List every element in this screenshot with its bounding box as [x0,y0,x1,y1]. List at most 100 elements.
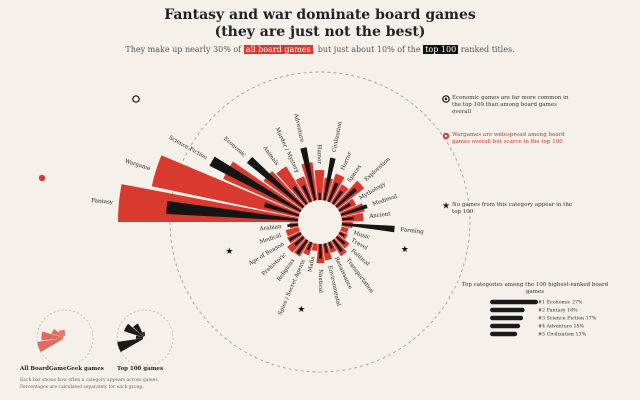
annotation-economic: Economic games are far more common in th… [452,95,569,115]
bar-top-adventure [300,147,317,201]
label-fantasy: Fantasy [91,198,114,206]
ranked-label-fantasy: #2 Fantasy 18% [538,308,578,314]
wargame-marker-dot-icon [444,134,448,138]
mini-top-wedge [117,338,144,352]
ranked-label-science-fiction: #3 Science Fiction 17% [538,316,597,322]
label-medieval: Medieval [372,194,398,208]
bar-top-environmental [323,243,329,254]
subtitle-post: ranked titles. [460,45,515,54]
bar-top-mythology [338,202,352,212]
bar-top-spies-secret-agents [306,241,313,251]
label-arabian: Arabian [258,224,282,233]
chart-subtitle: They make up nearly 30% of all board gam… [0,45,640,54]
mini-top-ring [116,309,174,367]
chart-title-line2: (they are just not the best) [214,24,426,40]
bar-top-exploration [335,187,357,208]
star-icon-mafia: ★ [297,305,305,315]
bar-all-wargame [151,155,300,218]
label-economic: Economic [222,136,246,159]
ranked-bar-fantasy [490,307,525,313]
bar-top-nautical [318,243,322,259]
bar-top-farming [341,223,395,233]
subtitle-mid: , but just about 10% of the [312,45,421,54]
wargame-inline-marker-icon [38,174,46,182]
label-mafia: Mafia [307,255,316,272]
annotation-star: No games from this category appear in th… [452,202,573,215]
bar-all-medical [285,227,300,237]
bar-all-mafia [311,243,318,252]
footnote-2: Percentages are calculated separately fo… [20,385,144,390]
mini-all-ring [36,309,94,367]
ranked-bar-adventure [490,323,521,329]
bar-top-arabian [287,223,299,228]
bar-top-economic [246,156,305,209]
bar-top-humor [318,192,321,201]
bar-top-prehistoric [294,236,305,247]
bar-top-spaces [331,190,344,205]
footnote-1: Each bar shows how often a category appe… [20,378,160,383]
label-music: Music [353,230,371,241]
label-farming: Farming [400,227,424,235]
bar-all-fantasy [118,184,299,222]
ranked-title: Top categories among the 100 highest-ran… [461,282,609,295]
star-icon-music: ★ [401,245,409,255]
bar-top-age-of-reason [288,232,302,242]
ranked-label-adventure: #4 Adventure 15% [538,324,585,330]
subtitle-pre: They make up nearly 30% of [125,45,242,54]
mini-all-wedge [51,328,64,338]
label-animals: Animals [261,145,280,167]
bar-top-civilization [323,157,336,201]
label-ancient: Ancient [368,211,392,220]
label-exploration: Exploration [364,156,392,183]
ranked-label-economic: #1 Economic 27% [538,300,583,306]
mini-all-wedge [58,329,65,337]
mini-all-wedge [37,338,64,352]
label-wargame: Wargame [124,159,151,173]
label-humor: Humor [316,144,322,164]
bar-top-wargame [263,202,300,217]
bar-all-humor [314,170,325,201]
mini-top-wedge [135,335,144,339]
label-adventure: Adventure [292,112,304,143]
label-horror: Horror [340,151,353,171]
subtitle-highlight-all: all board games [243,45,313,54]
bar-top-fantasy [166,201,299,221]
star-legend-icon: ★ [442,202,450,212]
bar-top-horror [327,182,339,203]
bar-top-murder-mystery [301,184,312,203]
ranked-bar-economic [490,299,538,305]
bar-top-political [335,235,346,245]
legend-all-caption: All BoardGameGeek games [20,366,104,372]
legend-top-caption: Top 100 games [117,366,164,372]
label-nautical: Nautical [317,269,323,293]
economic-inline-marker-icon [132,95,140,103]
mini-top-wedge [132,323,145,337]
mini-top-wedge [123,323,144,338]
bar-top-ancient [341,216,354,221]
economic-marker-dot-icon [444,97,448,101]
subtitle-highlight-top: top 100 [423,45,459,54]
chart-title: Fantasy and war dominate board games [164,7,476,23]
ranked-label-civilization: #5 Civilization 13% [538,332,587,338]
bar-top-religious [296,239,309,255]
label-civilization: Civilization [332,121,344,153]
star-icon-medical: ★ [225,247,233,257]
economic-marker-icon [442,95,450,103]
bar-top-science-fiction [209,156,302,213]
bar-top-travel [338,231,345,237]
mini-all-wedge [61,329,65,337]
ranked-bar-science-fiction [490,315,524,321]
bar-top-renaissance [328,241,334,250]
bar-all-music [340,226,349,234]
label-science-fiction: Science Fiction [168,135,209,162]
bar-top-transportation [332,239,343,253]
label-spaces: Spaces [347,164,363,184]
ranked-bar-civilization [490,331,518,337]
mini-top-wedge [142,331,145,337]
mini-all-wedge [41,331,64,341]
annotation-wargame: Wargames are widespread among board game… [452,132,565,145]
bar-top-medieval [340,204,368,216]
bar-top-animals [292,185,308,205]
outer-dashed-ring [169,71,471,373]
